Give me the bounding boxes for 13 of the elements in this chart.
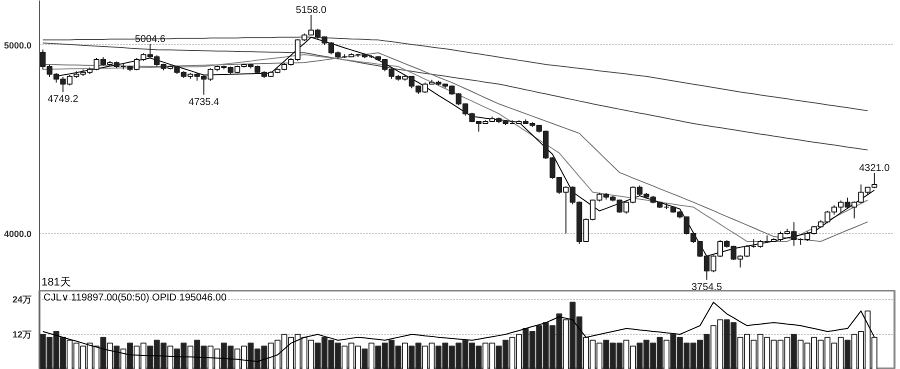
y-tick-label: 5000.0 (4, 40, 32, 50)
annotation: 4749.2 (48, 94, 79, 106)
annotation: 3754.5 (691, 282, 722, 293)
line-series (42, 42, 868, 150)
y-tick-label: 12万 (12, 329, 32, 340)
line-series (42, 302, 875, 362)
annotation: 4321.0 (859, 162, 890, 174)
y-tick-label: 4000.0 (4, 229, 32, 240)
y-tick-label: 24万 (12, 294, 32, 304)
annotation: CJL∨ 119897.00(50:50) OPID 195046.00 (44, 292, 227, 304)
annotation: 5158.0 (296, 5, 327, 16)
annotation: 4735.4 (188, 96, 220, 108)
annotation: 181天 (42, 276, 71, 288)
